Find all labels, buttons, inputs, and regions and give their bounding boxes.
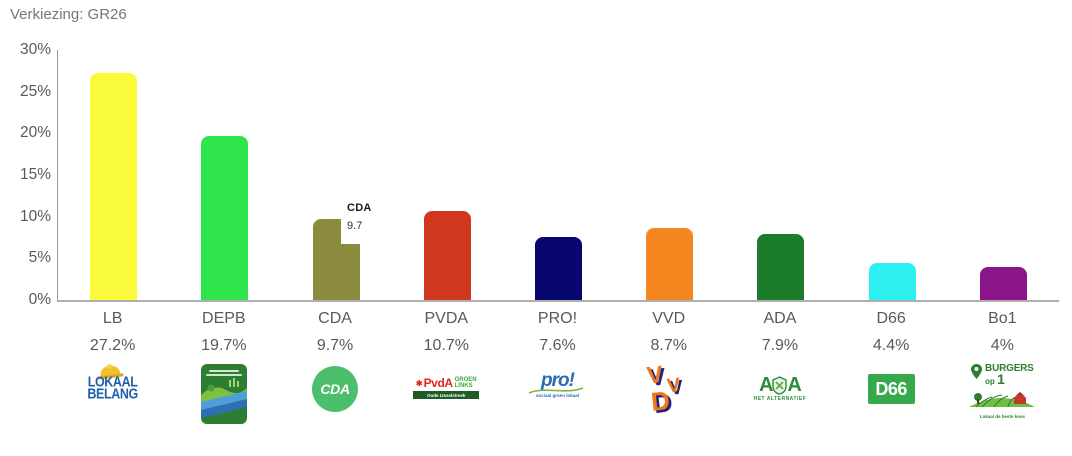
logo-cell-depb xyxy=(168,362,279,436)
bo1-logo-subtext: Lokaal de beste keus xyxy=(979,414,1025,419)
value-label-pro: 7.6% xyxy=(539,337,576,354)
bar-column-pvda xyxy=(392,50,503,300)
logo-cell-bo1: BURGERS op 1 Lokaal de beste keus xyxy=(947,362,1058,436)
cda-logo-text: CDA xyxy=(320,381,350,397)
vvd-logo: V V D xyxy=(641,361,697,422)
category-label-bo1: Bo1 xyxy=(988,310,1017,327)
y-axis-tick-15: 15% xyxy=(19,166,51,183)
value-label-pvda: 10.7% xyxy=(423,337,469,354)
bar-depb[interactable] xyxy=(201,135,249,300)
pvda-logo-subtext: Oude IJsselstreek xyxy=(413,391,480,399)
bo1-logo-line1: BURGERS xyxy=(985,363,1034,374)
lb-logo: LOKAAL BELANG xyxy=(87,364,138,402)
shield-icon xyxy=(772,376,788,395)
bar-tooltip: CDA 9.7 xyxy=(341,199,392,244)
ada-letter-a2: A xyxy=(787,374,801,396)
cda-logo: CDA xyxy=(312,366,359,412)
map-pin-icon xyxy=(971,364,983,379)
category-label-cda: CDA xyxy=(318,310,352,327)
bar-column-bo1 xyxy=(948,50,1059,300)
links-text: LINKS xyxy=(454,383,473,389)
value-label-lb: 27.2% xyxy=(89,337,136,354)
d66-logo-text: D66 xyxy=(875,378,907,399)
d66-logo: D66 xyxy=(867,374,915,404)
ada-logo-subtext: HET ALTERNATIEF xyxy=(753,396,807,402)
logo-cell-d66: D66 xyxy=(836,362,947,436)
logo-row: LOKAAL BELANG CDA xyxy=(57,361,1058,436)
bar-vvd[interactable] xyxy=(646,227,694,300)
y-axis-tick-0: 0% xyxy=(28,291,51,308)
value-label-d66: 4.4% xyxy=(872,337,910,354)
logo-cell-pro: pro! sociaal groen lokaal xyxy=(502,362,613,436)
hard-hat-icon xyxy=(98,364,124,380)
category-label-pro: PRO! xyxy=(537,310,578,327)
groen-text: GROEN xyxy=(454,377,477,383)
bar-column-cda: CDA 9.7 xyxy=(280,50,392,300)
value-label-vvd: 8.7% xyxy=(650,337,687,354)
bar-column-lb xyxy=(58,50,169,300)
category-label-depb: DEPB xyxy=(202,310,246,327)
category-label-lb: LB xyxy=(102,310,123,327)
value-label-ada: 7.9% xyxy=(761,337,799,354)
logo-cell-lb: LOKAAL BELANG xyxy=(57,362,168,436)
y-axis-tick-5: 5% xyxy=(28,249,51,267)
rose-icon: ✱ xyxy=(415,378,423,388)
logo-cell-pvda: ✱ PvdA GROEN LINKS Oude IJsselstreek xyxy=(391,362,502,436)
ada-logo: A A HET ALTERNATIEF xyxy=(743,374,817,402)
tooltip-category: CDA xyxy=(347,202,372,214)
bars-container: CDA 9.7 xyxy=(58,50,1059,300)
category-label-ada: ADA xyxy=(763,310,797,327)
bar-column-pro xyxy=(503,50,614,300)
pvda-groenlinks-logo: ✱ PvdA GROEN LINKS Oude IJsselstreek xyxy=(413,376,480,399)
bar-bo1[interactable] xyxy=(979,266,1027,300)
bar-column-depb xyxy=(169,50,280,300)
plot-area: 30% 25% 20% 15% 10% 5% 0% CDA 9.7 xyxy=(20,41,1059,308)
chart-title: Verkiezing: GR26 xyxy=(10,6,127,23)
value-labels-row: 27.2% 19.7% 9.7% 10.7% 7.6% 8.7% 7.9% 4.4% 4% xyxy=(57,337,1058,355)
bar-column-vvd xyxy=(614,50,725,300)
depb-logo xyxy=(200,363,248,430)
value-label-depb: 19.7% xyxy=(201,337,247,354)
pvda-logo-text: PvdA xyxy=(423,376,453,390)
logo-cell-ada: A A HET ALTERNATIEF xyxy=(724,362,835,436)
logo-cell-cda: CDA xyxy=(279,362,390,436)
bar-ada[interactable] xyxy=(757,234,805,300)
bar-column-ada xyxy=(725,50,836,300)
value-label-cda: 9.7% xyxy=(316,337,354,354)
tooltip-value: 9.7 xyxy=(347,220,363,232)
y-axis-tick-20: 20% xyxy=(19,124,51,142)
value-label-bo1: 4% xyxy=(990,337,1014,354)
bo1-logo-number: 1 xyxy=(997,371,1005,387)
bar-d66[interactable] xyxy=(868,263,916,300)
y-axis-tick-30: 30% xyxy=(19,41,51,58)
logo-cell-vvd: V V D xyxy=(613,361,724,436)
pro-logo-tagline: sociaal groen lokaal xyxy=(535,393,579,398)
swoosh-icon xyxy=(529,387,584,394)
y-axis-tick-10: 10% xyxy=(19,207,51,225)
bar-pvda[interactable] xyxy=(423,210,471,300)
category-label-vvd: VVD xyxy=(652,310,686,327)
lb-logo-line1: LOKAAL xyxy=(87,373,138,390)
category-label-pvda: PVDA xyxy=(424,310,469,327)
bar-column-d66 xyxy=(837,50,948,300)
bar-pro[interactable] xyxy=(534,236,582,300)
category-axis: LB DEPB CDA PVDA PRO! VVD ADA D66 Bo1 xyxy=(57,310,1058,328)
pro-logo-text: pro! xyxy=(541,370,575,391)
vvd-letter-d: D xyxy=(649,385,672,417)
bar-lb[interactable] xyxy=(90,73,138,300)
ada-letter-a1: A xyxy=(758,374,773,396)
burgers-op-1-logo: BURGERS op 1 Lokaal de beste keus xyxy=(962,364,1042,419)
bo1-logo-line2: op xyxy=(985,377,995,386)
pro-logo: pro! sociaal groen lokaal xyxy=(525,370,589,398)
category-label-d66: D66 xyxy=(876,310,906,327)
depb-crest-icon xyxy=(200,364,247,424)
y-axis-tick-25: 25% xyxy=(19,82,51,100)
lb-logo-line2: BELANG xyxy=(87,385,138,402)
farm-field-icon xyxy=(969,392,1036,408)
